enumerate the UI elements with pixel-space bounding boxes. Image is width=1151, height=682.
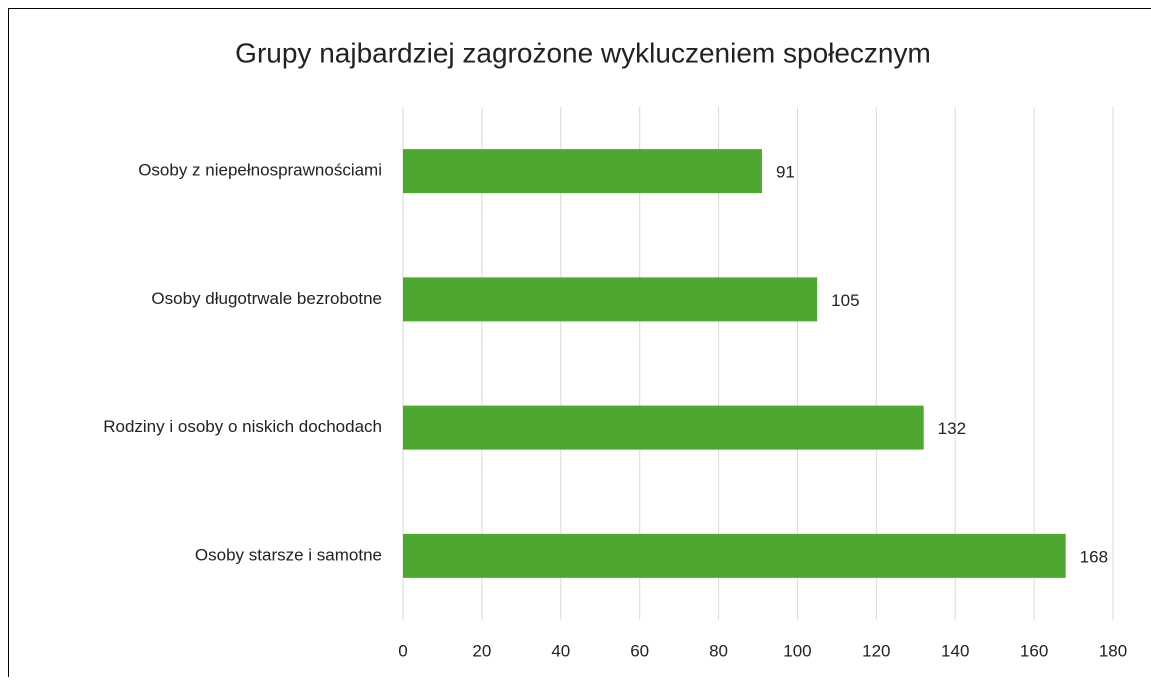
data-label: 132 bbox=[938, 419, 966, 438]
x-tick-label: 80 bbox=[709, 641, 728, 660]
x-tick-label: 60 bbox=[630, 641, 649, 660]
bar bbox=[403, 406, 924, 450]
bar bbox=[403, 149, 762, 193]
x-tick-label: 160 bbox=[1020, 641, 1048, 660]
y-tick-label: Osoby długotrwale bezrobotne bbox=[151, 289, 382, 308]
y-tick-label: Osoby starsze i samotne bbox=[195, 545, 382, 564]
x-tick-label: 140 bbox=[941, 641, 969, 660]
y-tick-label: Rodziny i osoby o niskich dochodach bbox=[103, 417, 382, 436]
x-tick-label: 0 bbox=[398, 641, 407, 660]
bar bbox=[403, 277, 817, 321]
bar bbox=[403, 534, 1066, 578]
data-label: 168 bbox=[1080, 547, 1108, 566]
y-tick-label: Osoby z niepełnosprawnościami bbox=[138, 161, 382, 180]
chart-title: Grupy najbardziej zagrożone wykluczeniem… bbox=[235, 37, 931, 68]
data-label: 91 bbox=[776, 163, 795, 182]
x-tick-label: 40 bbox=[551, 641, 570, 660]
x-tick-label: 20 bbox=[472, 641, 491, 660]
x-tick-label: 100 bbox=[783, 641, 811, 660]
x-tick-label: 180 bbox=[1099, 641, 1127, 660]
x-tick-label: 120 bbox=[862, 641, 890, 660]
data-label: 105 bbox=[831, 291, 859, 310]
